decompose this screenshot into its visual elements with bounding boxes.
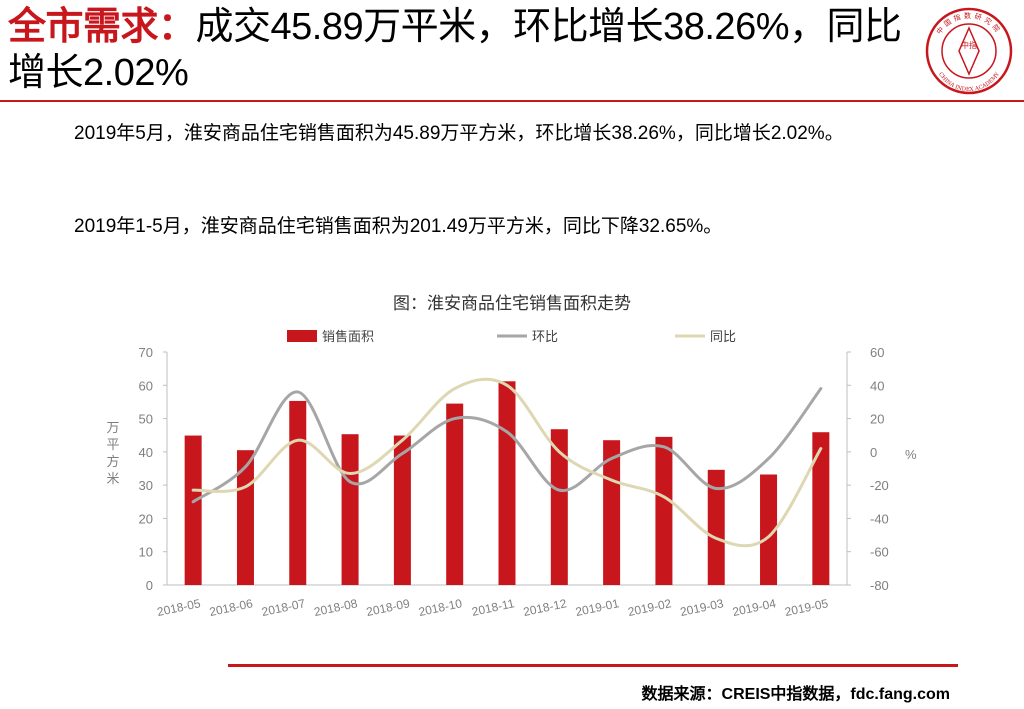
china-index-academy-logo: 中指 中国指数研究院 CHINA INDEX ACADEMY [925, 7, 1013, 95]
x-tick-label: 2018-05 [156, 596, 202, 619]
y-tick-label-left: 30 [139, 478, 153, 493]
summary-paragraph-1: 2019年5月，淮安商品住宅销售面积为45.89万平方米，环比增长38.26%，… [74, 123, 844, 144]
x-tick-label: 2018-07 [260, 596, 306, 619]
page-title-rest: 成交45.89万平米，环比增长38.26%，同比增长2.02% [8, 6, 902, 94]
y-tick-label-left: 10 [139, 545, 153, 560]
x-tick-label: 2019-04 [731, 596, 777, 619]
legend-yoy-label: 同比 [710, 330, 736, 345]
bar-sales-area [655, 436, 673, 585]
y-tick-label-right: 20 [870, 412, 884, 427]
bar-sales-area [289, 400, 307, 585]
bar-sales-area [184, 435, 202, 585]
y-tick-label-left: 40 [139, 445, 153, 460]
bar-sales-area [812, 432, 830, 585]
y-tick-label-right: 40 [870, 378, 884, 393]
y-axis-label-left: 万平方米 [106, 421, 119, 487]
legend-mom-label: 环比 [532, 330, 558, 345]
x-tick-label: 2018-11 [470, 596, 515, 619]
bar-sales-area [393, 435, 411, 585]
source-divider [228, 664, 958, 667]
bar-sales-area [707, 469, 725, 585]
y-tick-label-right: 60 [870, 345, 884, 360]
bar-sales-area [498, 381, 516, 585]
y-tick-label-right: 0 [870, 445, 877, 460]
line-mom [191, 387, 823, 504]
y-tick-label-left: 50 [139, 412, 153, 427]
x-tick-label: 2019-02 [627, 596, 673, 619]
bar-sales-area [341, 434, 359, 585]
page-title: 全市需求：成交45.89万平米，环比增长38.26%，同比增长2.02% [8, 4, 913, 96]
y-tick-label-right: -60 [870, 545, 889, 560]
bar-sales-area [236, 450, 254, 585]
x-tick-label: 2018-12 [522, 596, 568, 619]
data-source: 数据来源：CREIS中指数据，fdc.fang.com [641, 686, 950, 703]
y-tick-label-right: -20 [870, 478, 889, 493]
y-tick-label-right: -40 [870, 511, 889, 526]
x-tick-label: 2018-06 [208, 596, 254, 619]
y-tick-label-left: 70 [139, 345, 153, 360]
bar-sales-area [603, 440, 621, 585]
y-tick-label-left: 0 [146, 578, 153, 593]
legend-sales-area-label: 销售面积 [322, 329, 374, 345]
x-tick-label: 2019-05 [783, 596, 829, 619]
y-tick-label-left: 60 [139, 378, 153, 393]
bar-sales-area [760, 474, 778, 585]
line-yoy [191, 377, 823, 548]
x-tick-label: 2019-01 [574, 596, 620, 619]
y-tick-label-right: -80 [870, 578, 889, 593]
y-axis-label-right: % [905, 447, 917, 462]
y-tick-label-left: 20 [139, 511, 153, 526]
x-tick-label: 2018-10 [417, 596, 463, 619]
x-tick-label: 2018-08 [313, 596, 359, 619]
chart-title: 图：淮安商品住宅销售面积走势 [393, 294, 631, 313]
page-title-highlight: 全市需求： [8, 6, 196, 48]
x-tick-label: 2018-09 [365, 596, 411, 619]
bar-sales-area [446, 403, 464, 585]
title-divider [0, 100, 1024, 102]
logo-center-text: 中指 [961, 40, 977, 50]
x-tick-label: 2019-03 [679, 596, 725, 619]
bar-sales-area [550, 429, 568, 585]
legend-sales-area-swatch [287, 330, 317, 342]
summary-paragraph-2: 2019年1-5月，淮安商品住宅销售面积为201.49万平方米，同比下降32.6… [74, 216, 723, 237]
